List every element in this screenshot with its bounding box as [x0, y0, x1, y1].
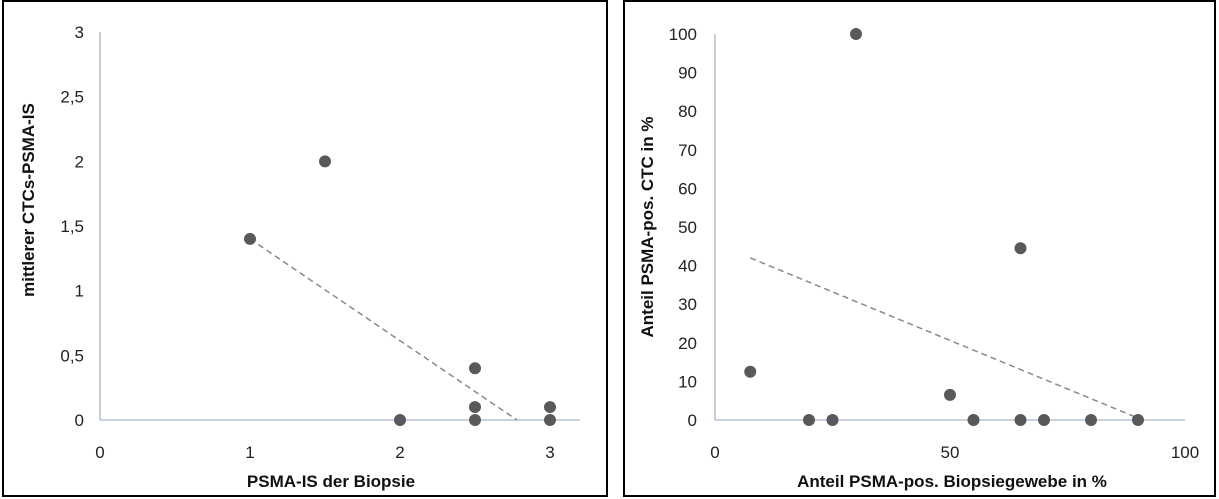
data-point [803, 414, 815, 426]
y-tick-label: 90 [678, 64, 697, 83]
data-point [469, 401, 481, 414]
data-point [1014, 242, 1027, 255]
x-tick-label: 50 [941, 443, 960, 462]
data-point [944, 388, 956, 401]
data-point [850, 28, 862, 40]
y-tick-label: 50 [678, 218, 697, 237]
x-tick-label: 0 [95, 443, 104, 462]
trendline [249, 238, 518, 421]
y-tick-label: 30 [678, 295, 697, 314]
data-point [394, 414, 406, 426]
x-tick-label: 100 [1171, 443, 1199, 462]
data-point [244, 232, 256, 245]
right-scatter-chart: 0 10 20 30 40 50 60 70 80 90 100 0 50 100 Anteil PSMA-… [638, 25, 1199, 491]
x-axis-title: PSMA-IS der Biopsie [247, 472, 415, 491]
x-axis-title: Anteil PSMA-pos. Biopsiegewebe in % [797, 472, 1107, 491]
data-point [1085, 414, 1097, 426]
y-tick-label: 100 [669, 25, 697, 44]
data-point [744, 365, 757, 378]
y-tick-label: 80 [678, 102, 697, 121]
y-tick-label: 1,5 [60, 217, 84, 236]
y-axis-title: Anteil PSMA-pos. CTC in % [638, 117, 657, 338]
y-tick-label: 0 [75, 411, 84, 430]
y-tick-label: 20 [678, 334, 697, 353]
data-point [826, 414, 839, 426]
data-point [1014, 414, 1027, 426]
x-tick-label: 2 [395, 443, 404, 462]
y-tick-label: 0,5 [60, 346, 84, 365]
y-tick-label: 2,5 [60, 88, 84, 107]
data-point [967, 414, 980, 426]
x-tick-label: 3 [545, 443, 554, 462]
left-scatter-chart: 0 0,5 1 1,5 2 2,5 3 0 1 2 3 PSMA-IS der Biopsie mitt… [19, 23, 580, 491]
data-point [544, 401, 556, 414]
left-chart-panel: 0 0,5 1 1,5 2 2,5 3 0 1 2 3 PSMA-IS der Biopsie mitt… [2, 0, 608, 497]
x-tick-label: 1 [245, 443, 254, 462]
data-point [1038, 414, 1050, 426]
data-point [1132, 414, 1144, 426]
data-point [544, 414, 556, 426]
y-axis-title: mittlerer CTCs-PSMA-IS [19, 103, 38, 297]
y-tick-label: 70 [678, 141, 697, 160]
y-tick-label: 60 [678, 179, 697, 198]
x-tick-label: 0 [710, 443, 719, 462]
y-tick-label: 40 [678, 257, 697, 276]
data-point [469, 362, 481, 375]
data-point [469, 414, 481, 426]
data-point [319, 155, 331, 168]
y-tick-label: 2 [75, 152, 84, 171]
y-tick-label: 10 [678, 372, 697, 391]
y-tick-label: 1 [75, 282, 84, 301]
right-chart-panel: 0 10 20 30 40 50 60 70 80 90 100 0 50 100 Anteil PSMA-… [623, 0, 1216, 497]
y-tick-label: 0 [688, 411, 697, 430]
y-tick-label: 3 [75, 23, 84, 42]
